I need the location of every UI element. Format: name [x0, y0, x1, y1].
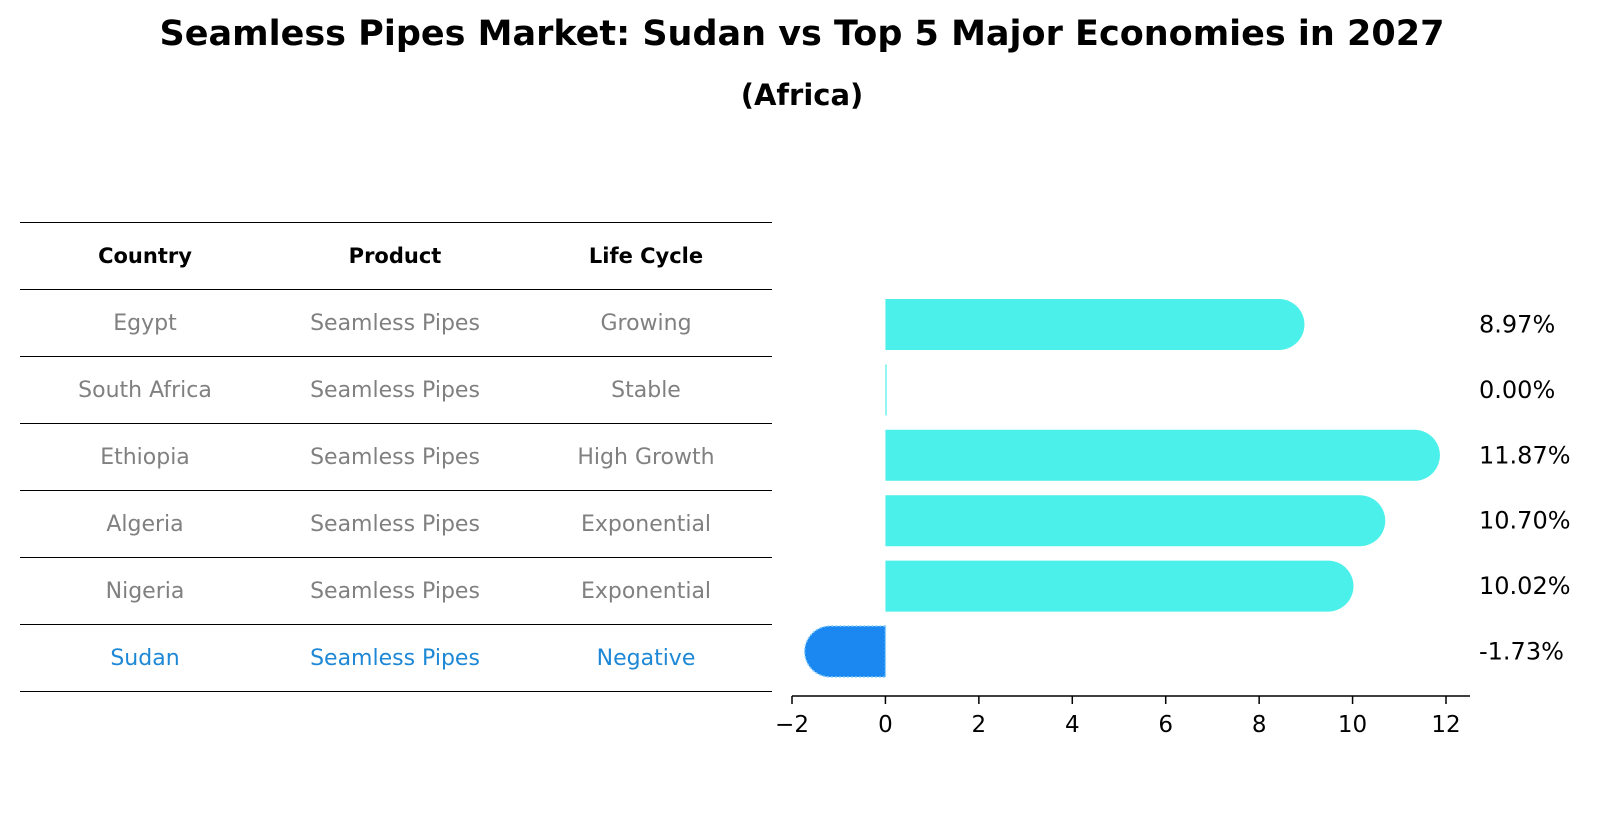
x-tick-label: 0	[878, 712, 893, 738]
cell-life-cycle: Stable	[520, 356, 772, 424]
cell-product: Seamless Pipes	[270, 557, 520, 625]
x-tick-label: 8	[1252, 712, 1267, 738]
value-label-algeria: 10.70%	[1479, 507, 1571, 535]
chart-title: Seamless Pipes Market: Sudan vs Top 5 Ma…	[159, 14, 1445, 54]
x-tick-label: 2	[972, 712, 987, 738]
cell-country: Nigeria	[20, 557, 270, 625]
cell-life-cycle: Growing	[520, 289, 772, 357]
cell-country: South Africa	[20, 356, 270, 424]
value-label-sudan: -1.73%	[1479, 638, 1564, 666]
table-row-highlight: Sudan Seamless Pipes Negative	[20, 624, 772, 692]
value-label-ethiopia: 11.87%	[1479, 441, 1571, 469]
bar-sudan	[803, 625, 887, 678]
cell-country: Algeria	[20, 490, 270, 558]
value-label-egypt: 8.97%	[1479, 311, 1555, 339]
market-table: Country Product Life Cycle Egypt Seamles…	[20, 222, 772, 692]
x-tick-label: 12	[1431, 712, 1460, 738]
cell-product: Seamless Pipes	[270, 356, 520, 424]
bar-egypt	[885, 299, 1305, 350]
cell-life-cycle: Exponential	[520, 490, 772, 558]
table-row: South Africa Seamless Pipes Stable	[20, 356, 772, 424]
cell-life-cycle: Exponential	[520, 557, 772, 625]
chart-subtitle: (Africa)	[740, 78, 864, 112]
value-label-south-africa: 0.00%	[1479, 376, 1555, 404]
header-life-cycle: Life Cycle	[520, 222, 772, 290]
bar-nigeria	[885, 560, 1354, 612]
x-tick-label: 6	[1158, 712, 1173, 738]
cell-product: Seamless Pipes	[270, 423, 520, 491]
header-country: Country	[20, 222, 270, 290]
table-row: Nigeria Seamless Pipes Exponential	[20, 557, 772, 625]
bar-south-africa	[885, 364, 887, 416]
cell-product: Seamless Pipes	[270, 289, 520, 357]
table-row: Egypt Seamless Pipes Growing	[20, 289, 772, 357]
cell-country: Egypt	[20, 289, 270, 357]
x-tick-label: −2	[775, 712, 809, 738]
x-tick-label: 4	[1065, 712, 1080, 738]
cell-country: Ethiopia	[20, 423, 270, 491]
table-header-row: Country Product Life Cycle	[20, 222, 772, 290]
header-product: Product	[270, 222, 520, 290]
table-row: Algeria Seamless Pipes Exponential	[20, 490, 772, 558]
x-tick-label: 10	[1338, 712, 1367, 738]
value-label-nigeria: 10.02%	[1479, 572, 1571, 600]
bar-ethiopia	[885, 429, 1440, 481]
table-row: Ethiopia Seamless Pipes High Growth	[20, 423, 772, 491]
cell-life-cycle: High Growth	[520, 423, 772, 491]
cell-life-cycle: Negative	[520, 624, 772, 692]
cell-country: Sudan	[20, 624, 270, 692]
bar-algeria	[885, 495, 1386, 547]
cell-product: Seamless Pipes	[270, 490, 520, 558]
cell-product: Seamless Pipes	[270, 624, 520, 692]
